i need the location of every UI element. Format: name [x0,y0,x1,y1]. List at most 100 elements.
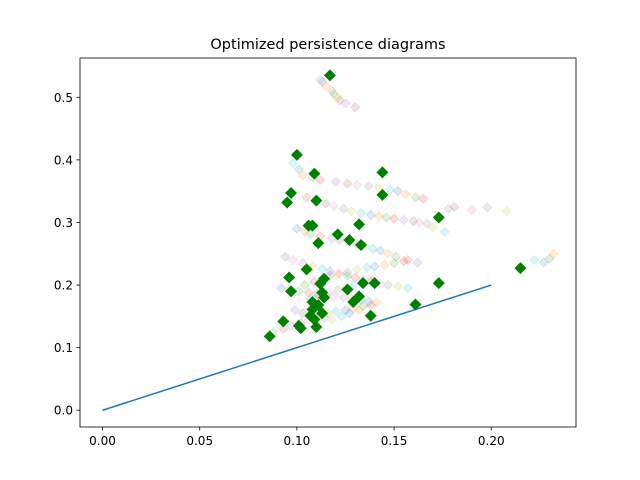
diagonal-line [102,284,492,411]
faded-point [381,212,392,223]
optimized-point [314,277,327,290]
faded-point [528,254,540,266]
optimized-point [343,233,356,246]
y-tick-label: 0.5 [54,91,73,105]
faded-point [351,264,363,275]
optimized-point [300,263,313,276]
faded-point [276,282,287,294]
faded-point [482,202,493,213]
faded-point [548,248,559,259]
faded-point [379,259,390,271]
x-tick-label: 0.05 [186,434,213,448]
faded-point [330,306,341,317]
y-axis: 0.0 0.1 0.2 0.3 0.4 0.5 [54,91,80,418]
optimized-point [318,291,331,304]
faded-point [336,311,347,322]
faded-point [421,218,433,229]
faded-point [392,281,404,292]
optimized-point [514,262,527,275]
optimized-point [355,239,368,252]
faded-point [340,98,351,109]
faded-point [388,257,400,269]
faded-point [538,257,549,268]
y-tick-label: 0.2 [54,279,73,293]
x-tick-label: 0.15 [381,434,408,448]
faded-point [278,323,289,335]
optimized-point [368,277,381,290]
faded-point [291,223,303,234]
optimized-point [308,167,321,180]
faded-point [373,211,384,222]
faded-point [330,176,341,187]
faded-point [414,217,425,228]
x-axis: 0.00 0.05 0.10 0.15 0.20 [89,427,505,448]
faded-point [346,206,357,217]
faded-point [365,299,376,311]
faded-point [398,214,410,226]
faded-point [400,189,411,200]
optimized-point [290,148,303,161]
optimized-point [364,309,377,322]
optimized-point [353,218,366,231]
optimized-point [312,237,325,250]
faded-point [363,180,375,192]
faded-point [466,204,478,216]
faded-point [384,184,396,196]
faded-point [316,263,328,274]
faded-point [340,304,351,316]
plot-background [80,58,576,427]
faded-point [326,85,338,97]
faded-point [320,80,332,92]
faded-point [326,314,338,325]
faded-point [293,164,305,175]
faded-point [449,201,460,213]
faded-point [439,226,450,238]
faded-point [305,228,316,239]
y-tick-label: 0.0 [54,404,73,418]
faded-point [303,287,314,298]
faded-point [353,304,365,316]
faded-point [369,261,380,272]
optimized-point [285,285,298,298]
optimized-point [347,295,360,308]
faded-point [338,292,349,303]
faded-point [398,256,410,267]
faded-point [361,262,373,273]
faded-point [402,282,413,294]
faded-point [427,222,439,233]
faded-point [342,270,353,281]
faded-point [315,174,326,186]
optimized-point [281,196,294,209]
faded-point [332,92,343,103]
faded-point [357,301,369,312]
faded-point [410,192,421,203]
faded-point [342,178,353,189]
optimized-point [294,322,307,335]
faded-point [367,243,378,254]
faded-point [390,251,402,263]
optimized-point [310,194,323,207]
faded-point [501,206,513,217]
faded-point [293,286,305,297]
faded-point [355,207,367,219]
faded-point [328,291,340,302]
faded-point [344,308,355,319]
faded-point [328,200,340,212]
optimized-point [306,219,319,232]
faded-point [388,213,400,224]
faded-point [418,193,429,204]
faded-point [315,74,326,85]
faded-point [350,272,361,283]
faded-point [328,88,340,100]
y-tick-label: 0.1 [54,341,73,355]
faded-point [371,297,382,308]
faded-point [544,253,555,264]
optimized-point [356,277,369,290]
faded-point [285,320,297,331]
faded-point [289,304,301,316]
faded-point [350,102,361,113]
faded-point [412,257,423,268]
optimized-point [263,330,276,343]
optimized-point [432,277,445,290]
faded-point [324,266,336,277]
